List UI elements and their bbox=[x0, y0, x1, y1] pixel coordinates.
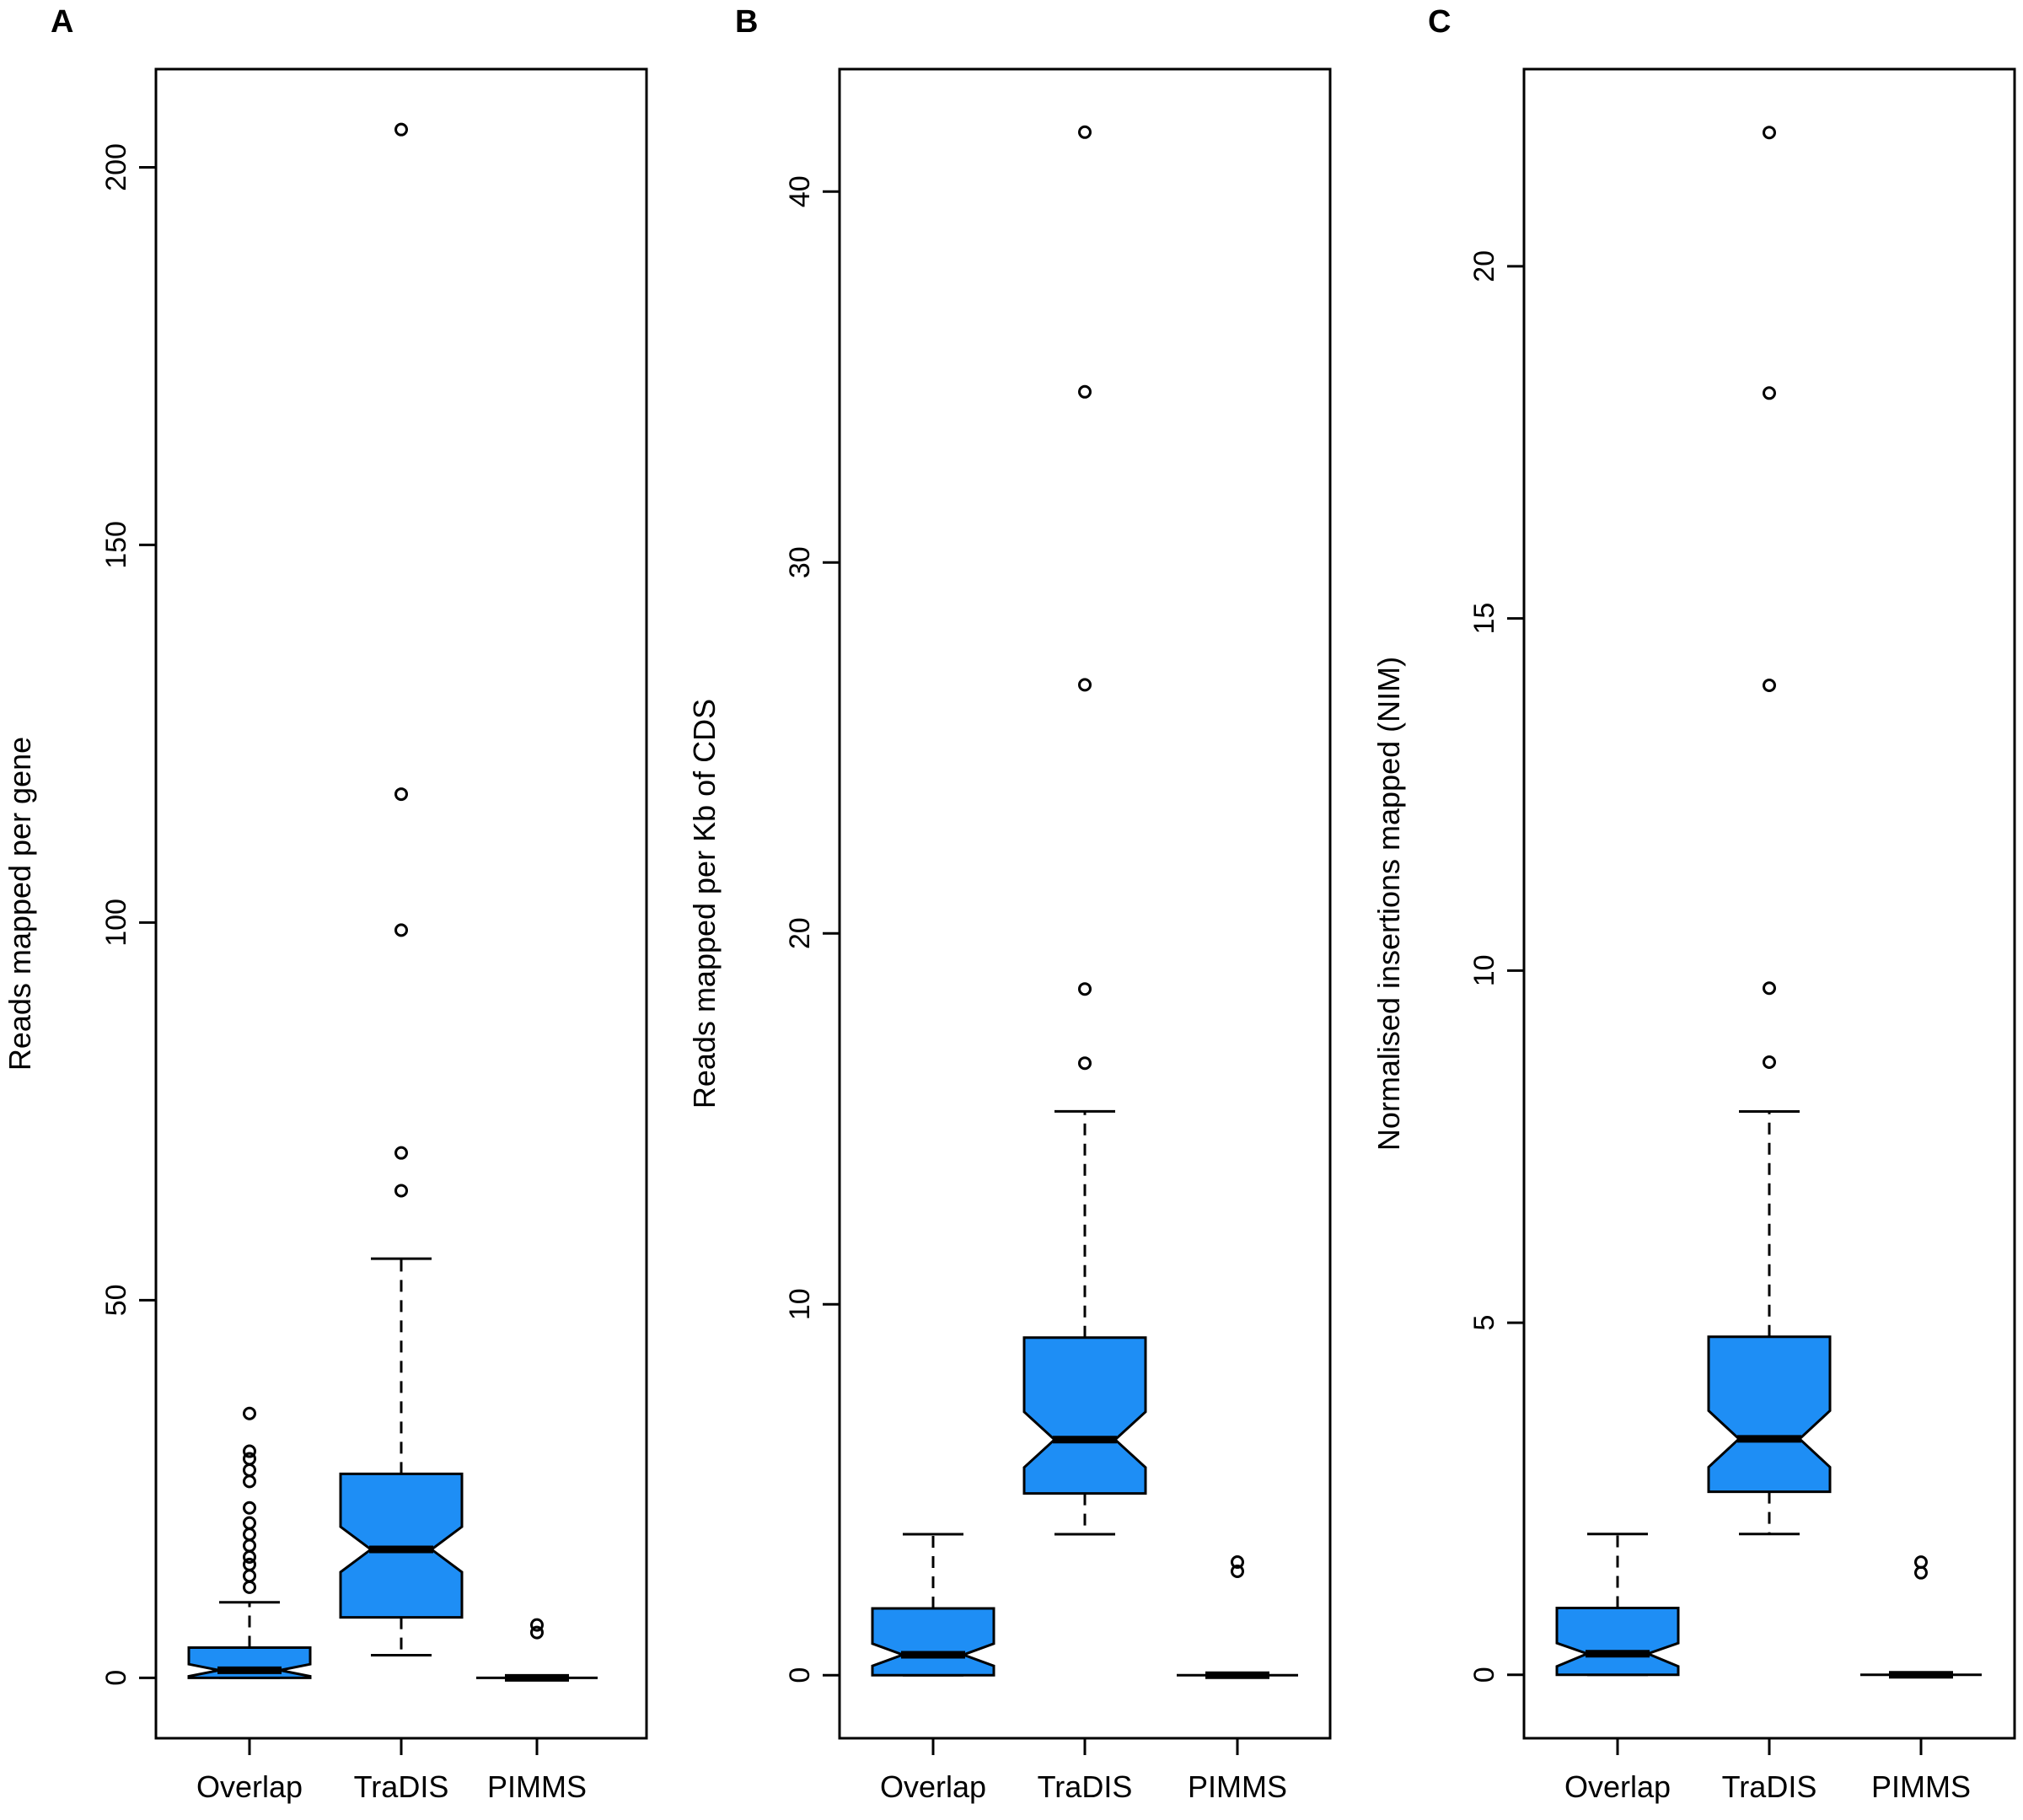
panel-letter-a: A bbox=[51, 4, 73, 40]
outlier-point bbox=[530, 1625, 544, 1640]
panel-a: A Reads mapped per gene 0 50 100 150 200 Ove… bbox=[3, 4, 648, 1804]
outlier-point bbox=[243, 1501, 256, 1515]
y-tick-label: 100 bbox=[100, 899, 132, 947]
outlier-point bbox=[394, 1146, 408, 1160]
panel-letter-b: B bbox=[735, 4, 758, 40]
outlier-point bbox=[1914, 1555, 1928, 1570]
panel-c: C Normalised insertions mapped (NIM) 0 5 1… bbox=[1371, 4, 2016, 1804]
x-category-label: PIMMS bbox=[1188, 1769, 1287, 1804]
outlier-point bbox=[1231, 1565, 1244, 1578]
box-overlap: Overlap bbox=[1555, 1533, 1680, 1804]
outlier-point bbox=[394, 787, 408, 802]
outlier-point bbox=[243, 1516, 256, 1530]
outlier-point bbox=[1231, 1555, 1244, 1569]
outlier-point bbox=[243, 1406, 256, 1420]
box-pimms: PIMMS bbox=[476, 1618, 598, 1804]
box-body bbox=[1022, 1336, 1147, 1495]
outlier-point bbox=[243, 1444, 256, 1458]
y-tick-label: 30 bbox=[784, 546, 816, 578]
y-tick-label: 20 bbox=[784, 917, 816, 949]
x-category-label: TraDIS bbox=[1722, 1769, 1817, 1804]
y-axis-label-b: Reads mapped per Kb of CDS bbox=[687, 699, 722, 1109]
outlier-point bbox=[394, 923, 408, 937]
box-body bbox=[1707, 1335, 1832, 1494]
outlier-point bbox=[1763, 981, 1776, 996]
y-axis-label-a: Reads mapped per gene bbox=[3, 737, 37, 1071]
outlier-point bbox=[1078, 678, 1092, 692]
y-tick-label: 15 bbox=[1468, 603, 1500, 635]
outlier-point bbox=[394, 1184, 408, 1198]
y-tick-label: 10 bbox=[784, 1288, 816, 1320]
box-tradis: TraDIS bbox=[339, 122, 464, 1804]
panel-letter-c: C bbox=[1428, 4, 1451, 40]
x-category-label: Overlap bbox=[196, 1769, 303, 1804]
y-tick-label: 5 bbox=[1468, 1315, 1500, 1331]
outlier-point bbox=[243, 1557, 256, 1571]
y-tick-label: 0 bbox=[1468, 1667, 1500, 1683]
y-tick-label: 10 bbox=[1468, 954, 1500, 986]
outlier-point bbox=[530, 1618, 544, 1632]
outlier-point bbox=[394, 122, 408, 137]
outlier-point bbox=[1763, 386, 1776, 400]
outlier-point bbox=[1763, 679, 1776, 693]
y-tick-label: 0 bbox=[784, 1667, 816, 1683]
x-category-label: Overlap bbox=[880, 1769, 986, 1804]
x-category-label: PIMMS bbox=[487, 1769, 587, 1804]
y-axis-a: 0 50 100 150 200 bbox=[100, 143, 537, 1740]
outlier-point bbox=[1078, 1056, 1092, 1071]
x-category-label: TraDIS bbox=[1038, 1769, 1133, 1804]
y-tick-label: 40 bbox=[784, 175, 816, 207]
outlier-point bbox=[1763, 126, 1776, 140]
y-axis-label-c: Normalised insertions mapped (NIM) bbox=[1371, 657, 1406, 1151]
box-pimms: PIMMS bbox=[1860, 1555, 1982, 1804]
x-category-label: PIMMS bbox=[1871, 1769, 1971, 1804]
box-overlap: Overlap bbox=[871, 1533, 995, 1804]
box-body bbox=[871, 1607, 995, 1677]
box-overlap: Overlap bbox=[187, 1406, 312, 1804]
plot-area-a: Overlap TraDIS PIMMS bbox=[187, 122, 598, 1804]
outlier-point bbox=[1078, 982, 1092, 996]
outlier-point bbox=[1078, 125, 1092, 139]
outlier-point bbox=[243, 1452, 256, 1466]
y-tick-label: 150 bbox=[100, 521, 132, 569]
plot-area-c: Overlap TraDIS PIMMS bbox=[1555, 126, 1982, 1804]
x-category-label: TraDIS bbox=[354, 1769, 449, 1804]
box-tradis: TraDIS bbox=[1022, 125, 1147, 1804]
y-tick-label: 0 bbox=[100, 1670, 132, 1686]
box-pimms: PIMMS bbox=[1177, 1555, 1298, 1804]
y-tick-label: 20 bbox=[1468, 250, 1500, 282]
y-tick-label: 200 bbox=[100, 143, 132, 191]
outlier-point bbox=[1763, 1055, 1776, 1069]
panel-b: B Reads mapped per Kb of CDS 0 10 20 30 40 O… bbox=[687, 4, 1332, 1804]
y-tick-label: 50 bbox=[100, 1284, 132, 1316]
y-axis-c: 0 5 10 15 20 bbox=[1468, 250, 1921, 1740]
outlier-point bbox=[1078, 384, 1092, 399]
x-category-label: Overlap bbox=[1564, 1769, 1671, 1804]
box-tradis: TraDIS bbox=[1707, 126, 1832, 1804]
y-axis-b: 0 10 20 30 40 bbox=[784, 175, 1237, 1740]
box-body bbox=[1555, 1606, 1680, 1677]
plot-area-b: Overlap TraDIS PIMMS bbox=[871, 125, 1298, 1804]
